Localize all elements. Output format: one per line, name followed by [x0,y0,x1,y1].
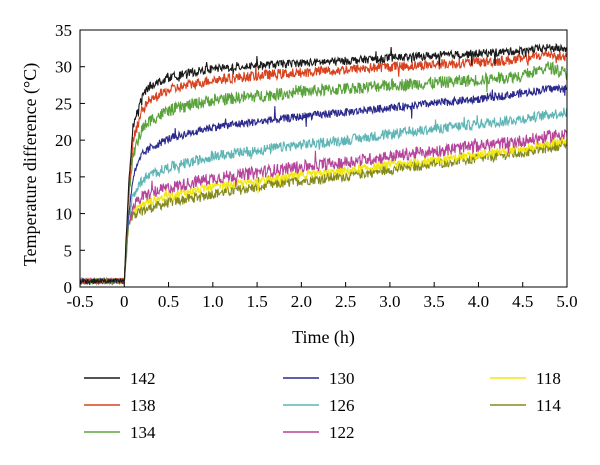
legend-label-118: 118 [536,369,561,388]
y-tick-label: 20 [55,131,72,150]
series-line-130 [79,83,568,286]
series-line-142 [79,42,568,286]
y-tick-label: 10 [55,205,72,224]
x-tick-label: 1.0 [202,292,223,311]
y-tick-label: 30 [55,58,72,77]
series-line-126 [79,107,568,286]
legend: 142 138 134 130 126 122 118 114 [84,369,561,442]
legend-label-114: 114 [536,396,561,415]
legend-label-126: 126 [329,396,355,415]
x-tick-label: 5.0 [556,292,577,311]
legend-label-138: 138 [130,396,156,415]
series-line-122 [79,128,568,286]
x-tick-label: 2.0 [291,292,312,311]
y-axis: 0 5 10 15 20 25 30 35 [55,21,85,297]
legend-label-142: 142 [130,369,156,388]
legend-label-134: 134 [130,423,156,442]
series-line-134 [79,60,568,286]
x-tick-label: 0 [120,292,129,311]
legend-label-122: 122 [329,423,355,442]
x-tick-label: 0.5 [158,292,179,311]
x-tick-label: 4.5 [512,292,533,311]
x-axis: -0.5 0 0.5 1.0 1.5 2.0 2.5 3.0 3.5 4.0 4.5 5.0 [67,282,578,311]
legend-label-130: 130 [329,369,355,388]
y-tick-label: 35 [55,21,72,40]
x-tick-label: 3.0 [379,292,400,311]
y-tick-label: 25 [55,94,72,113]
plot-lines [79,42,568,286]
y-axis-title: Temperature difference (°C) [20,63,41,267]
series-line-118 [79,136,568,286]
series-line-138 [79,50,568,286]
y-tick-label: 15 [55,168,72,187]
plot-frame [79,29,568,288]
x-axis-title: Time (h) [292,327,355,348]
x-tick-label: -0.5 [67,292,94,311]
y-tick-label: 0 [64,278,73,297]
x-tick-label: 2.5 [335,292,356,311]
x-tick-label: 3.5 [424,292,445,311]
x-tick-label: 4.0 [468,292,489,311]
y-tick-label: 5 [64,241,73,260]
x-tick-label: 1.5 [246,292,267,311]
